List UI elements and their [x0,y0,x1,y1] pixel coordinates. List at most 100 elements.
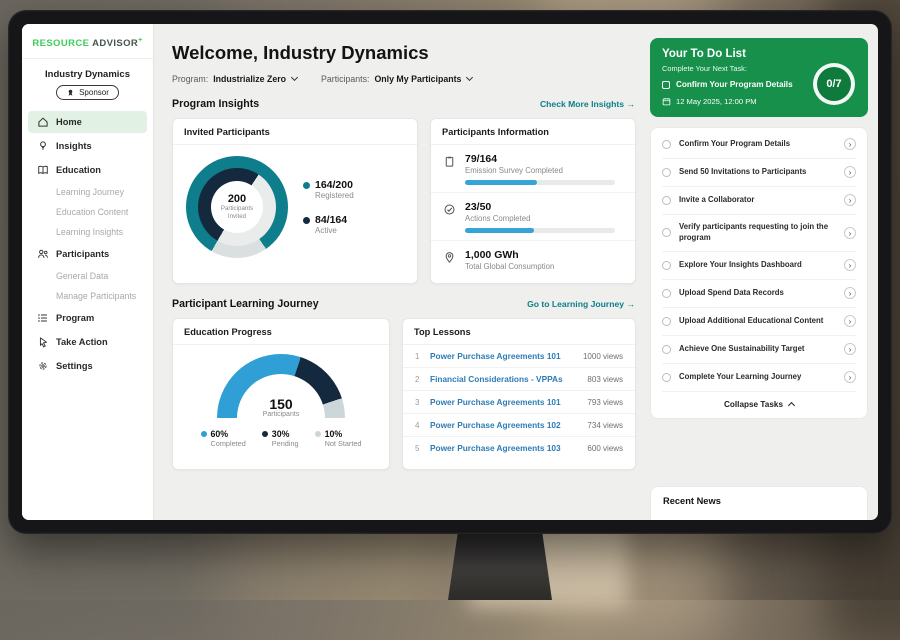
sidebar-item-education[interactable]: Education [28,159,147,181]
sidebar-item-home[interactable]: Home [28,111,147,134]
chevron-right-icon[interactable]: › [844,226,856,239]
donut-center-value: 200 [227,192,247,205]
gauge-legend: 60% Completed 30% Pending 10% Not Starte… [200,429,362,448]
lesson-row: 2 Financial Considerations - VPPAs 803 v… [403,368,635,391]
sidebar-item-participants[interactable]: Participants [28,243,147,265]
next-task-label: Confirm Your Program Details [676,80,793,89]
next-task-row[interactable]: Confirm Your Program Details [662,80,800,90]
sidebar-item-manage-participants[interactable]: Manage Participants [56,291,137,302]
program-filter-value: Industrialize Zero [213,74,287,84]
sidebar-item-education-content[interactable]: Education Content [56,207,129,218]
lesson-rank: 5 [415,443,420,453]
task-row[interactable]: Upload Additional Educational Content › [662,308,856,336]
task-label: Confirm Your Program Details [679,139,791,149]
sidebar-item-settings[interactable]: Settings [28,355,147,377]
checkbox-icon[interactable] [662,228,671,238]
program-filter-dropdown[interactable]: Program: Industrialize Zero [172,73,299,84]
go-to-learning-journey-link[interactable]: Go to Learning Journey → [527,299,635,309]
insights-cards-row: Invited Participants 200 Participants In… [172,118,636,284]
check-more-insights-link[interactable]: Check More Insights → [540,99,635,109]
lesson-title-link[interactable]: Power Purchase Agreements 101 [430,397,561,407]
checkbox-icon[interactable] [662,372,671,382]
legend-item-pending: 30% Pending [261,429,299,448]
checkbox-icon[interactable] [662,260,671,270]
lesson-title-link[interactable]: Power Purchase Agreements 102 [430,420,561,430]
chevron-down-icon [466,73,474,82]
participants-filter-label: Participants: [321,74,370,84]
task-row[interactable]: Confirm Your Program Details › [662,131,856,159]
sponsor-badge-label: Sponsor [79,88,109,98]
participants-filter-dropdown[interactable]: Participants: Only My Participants [321,73,474,84]
checkbox-icon[interactable] [662,316,671,326]
chevron-right-icon[interactable]: › [844,259,856,272]
task-row[interactable]: Complete Your Learning Journey › [662,364,856,392]
lesson-rank: 2 [415,374,420,384]
sidebar-item-insights[interactable]: Insights [28,135,147,157]
lesson-views: 793 views [587,397,623,407]
lesson-title-link[interactable]: Power Purchase Agreements 103 [430,443,561,453]
chevron-right-icon[interactable]: › [844,166,856,179]
task-row[interactable]: Achieve One Sustainability Target › [662,336,856,364]
chevron-glyph: › [848,372,852,383]
task-row[interactable]: Invite a Collaborator › [662,187,856,215]
education-progress-card: Education Progress 150 Participants 60% … [172,318,390,470]
link-label: Check More Insights [539,99,625,109]
checkbox-icon[interactable] [662,167,671,177]
recent-news-title: Recent News [663,496,721,506]
sidebar-item-label: Participants [56,249,110,260]
sidebar-item-program[interactable]: Program [28,307,147,329]
task-row[interactable]: Send 50 Invitations to Participants › [662,159,856,187]
lesson-title-link[interactable]: Financial Considerations - VPPAs [430,374,563,384]
task-row[interactable]: Verify participants requesting to join t… [662,215,856,252]
sidebar-item-general-data[interactable]: General Data [56,271,109,282]
due-date-label: 12 May 2025, 12:00 PM [676,96,757,106]
lesson-row: 1 Power Purchase Agreements 101 1000 vie… [403,345,635,368]
top-lessons-card: Top Lessons 1 Power Purchase Agreements … [402,318,636,470]
checkbox-icon[interactable] [662,344,671,354]
chevron-glyph: › [848,260,852,271]
lesson-title-link[interactable]: Power Purchase Agreements 101 [430,351,561,361]
chevron-down-icon [290,73,299,82]
chevron-right-icon[interactable]: › [844,371,856,384]
logo-plus: + [138,37,143,44]
chevron-right-icon[interactable]: › [844,194,856,207]
checkbox-icon[interactable] [662,288,671,298]
participants-icon [38,249,48,259]
sidebar-item-take-action[interactable]: Take Action [28,331,147,353]
lesson-rank: 3 [415,397,420,407]
stat-label: Emission Survey Completed [465,166,563,175]
checkbox-icon[interactable] [662,80,670,89]
program-icon [38,314,47,322]
card-title: Education Progress [173,319,389,345]
chevron-right-icon[interactable]: › [844,138,856,151]
progress-bar [465,180,615,185]
donut-legend: 164/200 Registered 84/164 Active [303,179,354,235]
collapse-label: Collapse Tasks [723,399,783,409]
donut-center: 200 Participants Invited [211,181,263,233]
actions-completed-stat: 23/50 Actions Completed [431,192,635,240]
task-row[interactable]: Upload Spend Data Records › [662,280,856,308]
sidebar-item-learning-insights[interactable]: Learning Insights [56,227,123,238]
chevron-right-icon[interactable]: › [844,315,856,328]
chevron-glyph: › [848,227,852,238]
chevron-right-icon[interactable]: › [844,343,856,356]
todo-panel: Your To Do List Complete Your Next Task:… [650,24,878,520]
checkbox-icon[interactable] [662,139,671,149]
participants-information-card: Participants Information 79/164 Emission… [430,118,636,284]
todo-progress-value: 0/7 [826,78,842,90]
chevron-right-icon[interactable]: › [844,287,856,300]
checkbox-icon[interactable] [662,195,671,205]
lesson-views: 734 views [587,420,623,430]
sponsor-badge[interactable]: Sponsor [56,85,119,101]
card-title: Top Lessons [403,319,635,345]
collapse-tasks-button[interactable]: Collapse Tasks [662,392,856,413]
legend-value: 30% [271,429,290,439]
task-label: Verify participants requesting to join t… [679,222,829,242]
participants-filter-value: Only My Participants [374,74,462,84]
lesson-rank: 1 [415,351,420,361]
light-dot-icon [314,431,321,437]
donut-center-label: Participants Invited [220,204,254,220]
task-row[interactable]: Explore Your Insights Dashboard › [662,252,856,280]
legend-value: 84/164 [315,214,348,226]
sidebar-item-learning-journey[interactable]: Learning Journey [56,187,124,198]
